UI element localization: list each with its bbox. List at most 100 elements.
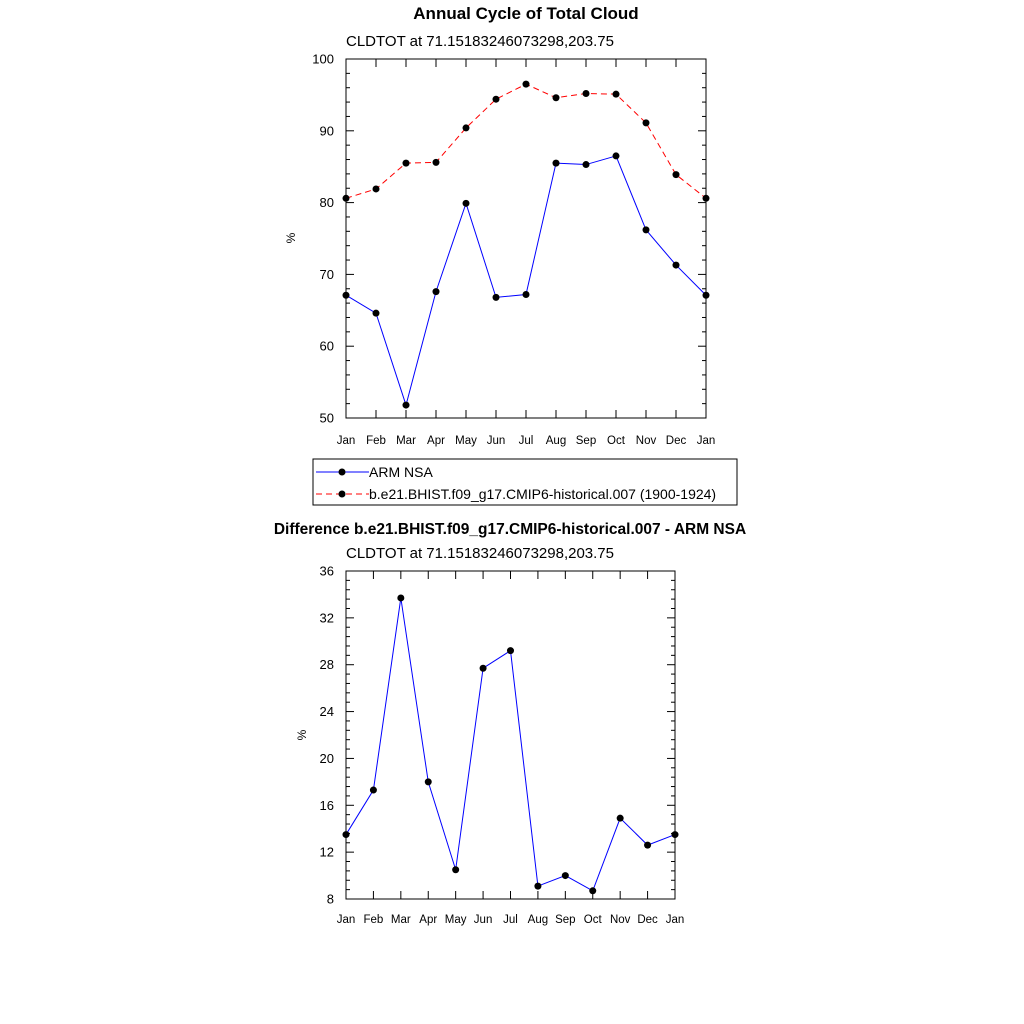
difference-panel: Difference b.e21.BHIST.f09_g17.CMIP6-his… [274, 521, 746, 926]
x-tick-label: Oct [584, 914, 603, 926]
y-tick-label: 24 [320, 704, 334, 719]
y-tick-label: 16 [320, 798, 334, 813]
x-tick-label: Mar [391, 914, 411, 926]
legend: ARM NSA b.e21.BHIST.f09_g17.CMIP6-histor… [312, 458, 738, 506]
legend-box [312, 458, 738, 506]
series-1-point [552, 94, 560, 102]
x-tick-label: Jan [337, 914, 356, 926]
series-0-point [402, 401, 410, 409]
y-tick-label: 100 [312, 52, 334, 67]
x-tick-label: Jun [474, 914, 493, 926]
plot-frame [345, 570, 676, 900]
series-line-1 [345, 83, 707, 199]
chart-title: Annual Cycle of Total Cloud [413, 4, 638, 23]
series-0-point [589, 887, 597, 895]
series-1-point [402, 159, 410, 167]
legend-label-arm-nsa: ARM NSA [369, 464, 433, 480]
y-axis-label: % [295, 729, 309, 740]
series-0-point [552, 159, 560, 167]
x-tick-label: May [455, 435, 477, 447]
series-0-point [672, 261, 680, 269]
series-1-point [462, 124, 470, 132]
series-0-point [561, 872, 569, 880]
plot-frame [345, 58, 707, 419]
series-1-point [492, 95, 500, 103]
x-tick-label: Aug [528, 914, 548, 926]
annual-cycle-panel: Annual Cycle of Total Cloud CLDTOT at 71… [284, 4, 738, 506]
series-1-point [372, 185, 380, 193]
x-tick-label: Feb [364, 914, 384, 926]
series-1-point [432, 158, 440, 166]
series-0-point [479, 664, 487, 672]
series-0-point [671, 831, 679, 839]
x-tick-label: Dec [666, 435, 687, 447]
legend-marker-arm-nsa [338, 468, 346, 476]
x-tick-label: Jan [697, 435, 716, 447]
chart-subtitle: CLDTOT at 71.15183246073298,203.75 [346, 33, 614, 50]
series-0-point [642, 226, 650, 234]
x-tick-label: Jun [487, 435, 506, 447]
x-tick-label: Apr [427, 435, 445, 447]
x-tick-label: Nov [610, 914, 631, 926]
series-0-point [432, 288, 440, 296]
axes: 8 12 16 20 24 28 32 36 Jan Feb Mar Apr May Jun Jul Aug S… [320, 564, 685, 927]
series-0-point [452, 866, 460, 874]
series-0-point [397, 594, 405, 602]
series-0-point [534, 882, 542, 890]
y-axis-label: % [284, 232, 298, 243]
series-1-point [582, 89, 590, 97]
series-group [342, 80, 710, 409]
series-line-0 [345, 155, 707, 407]
y-tick-label: 20 [320, 751, 334, 766]
series-0-point [342, 291, 350, 299]
series-1-point [642, 119, 650, 127]
x-tick-label: Jan [666, 914, 685, 926]
y-tick-label: 60 [320, 339, 334, 354]
series-0-point [582, 161, 590, 169]
series-0-point [702, 291, 710, 299]
chart-title: Difference b.e21.BHIST.f09_g17.CMIP6-his… [274, 521, 746, 538]
chart-subtitle: CLDTOT at 71.15183246073298,203.75 [346, 545, 614, 562]
series-1-point [672, 171, 680, 179]
x-tick-label: Feb [366, 435, 386, 447]
series-0-point [522, 291, 530, 299]
x-tick-label: May [445, 914, 467, 926]
x-tick-label: Jan [337, 435, 356, 447]
x-tick-label: Sep [576, 435, 596, 447]
series-0-point [644, 841, 652, 849]
y-tick-label: 36 [320, 564, 334, 579]
series-0-point [369, 786, 377, 794]
series-1-point [702, 194, 710, 202]
x-tick-label: Nov [636, 435, 657, 447]
x-tick-label: Dec [637, 914, 658, 926]
series-group [342, 594, 679, 895]
axes: 50 60 70 80 90 100 Jan Feb Mar Apr May Jun Jul Aug Sep… [312, 52, 715, 448]
x-tick-label: Aug [546, 435, 566, 447]
series-1-point [342, 194, 350, 202]
y-tick-label: 8 [327, 892, 334, 907]
series-0-point [492, 293, 500, 301]
x-tick-label: Apr [419, 914, 437, 926]
y-tick-label: 70 [320, 267, 334, 282]
series-1-point [522, 80, 530, 88]
x-tick-label: Sep [555, 914, 575, 926]
y-tick-label: 12 [320, 845, 334, 860]
series-0-point [462, 199, 470, 207]
x-tick-label: Jul [519, 435, 534, 447]
series-0-point [424, 778, 432, 786]
series-0-point [342, 831, 350, 839]
y-tick-label: 32 [320, 610, 334, 625]
series-0-point [616, 814, 624, 822]
y-tick-label: 90 [320, 123, 334, 138]
y-tick-label: 28 [320, 657, 334, 672]
x-tick-label: Jul [503, 914, 518, 926]
series-0-point [372, 309, 380, 317]
legend-marker-model [338, 490, 346, 498]
series-0-point [612, 152, 620, 160]
x-tick-label: Oct [607, 435, 626, 447]
x-tick-label: Mar [396, 435, 416, 447]
series-line-0 [345, 597, 676, 892]
series-0-point [507, 647, 514, 655]
y-tick-label: 50 [320, 411, 334, 426]
